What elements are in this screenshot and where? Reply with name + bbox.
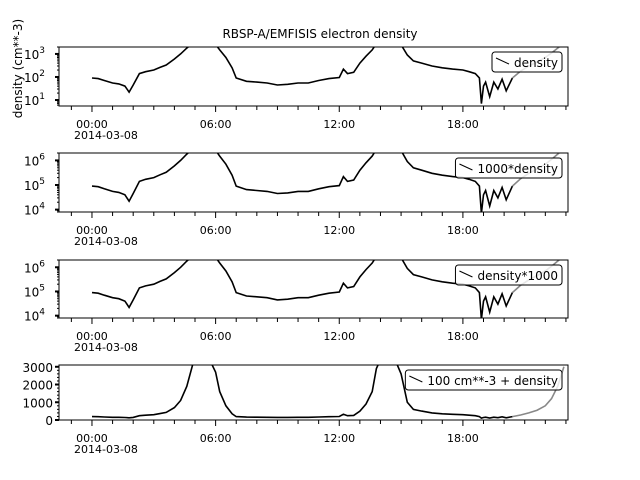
legend-label: density*1000 (477, 269, 558, 283)
panel-2: 00:00 06:00 12:00 18:00 2014-03-08 104 105 106 1… (24, 152, 569, 248)
x-tick-label: 00:00 (76, 432, 108, 445)
chart-title: RBSP-A/EMFISIS electron density (222, 27, 418, 41)
legend-line-sample (459, 270, 473, 278)
y-tick-label: 1000 (22, 396, 53, 410)
plot-frame (58, 152, 569, 213)
legend: density (491, 51, 563, 73)
y-tick-label: 2000 (22, 379, 53, 393)
x-tick-label: 00:00 (76, 330, 108, 343)
x-tick-label: 06:00 (200, 224, 232, 237)
legend-label: density (514, 56, 558, 70)
series-line (91, 47, 514, 104)
plot-frame (58, 364, 569, 421)
legend-line-sample (495, 57, 510, 65)
panel-4: 00:00 06:00 12:00 18:00 2014-03-08 0 1000 2000 3… (22, 361, 569, 456)
x-tick-label: 06:00 (200, 118, 232, 131)
x-tick-label: 00:00 (76, 118, 108, 131)
legend-box (454, 264, 563, 286)
x-tick-label: 18:00 (447, 118, 479, 131)
y-tick-label: 104 (24, 308, 45, 324)
x-tick-label: 18:00 (447, 432, 479, 445)
x-tick-label: 12:00 (323, 224, 355, 237)
plot-frame (58, 259, 569, 319)
x-date-label: 2014-03-08 (74, 443, 138, 456)
series-line (91, 260, 514, 318)
legend-box (454, 157, 563, 179)
y-tick-label: 3000 (22, 361, 53, 375)
x-tick-label: 06:00 (200, 432, 232, 445)
x-tick-label: 12:00 (323, 432, 355, 445)
x-tick-label: 06:00 (200, 330, 232, 343)
y-tick-label: 106 (24, 259, 45, 275)
x-date-label: 2014-03-08 (74, 235, 138, 248)
panel-1: 00:00 06:00 12:00 18:002014-03-08101102103d… (11, 19, 569, 142)
y-tick-label: 106 (24, 152, 45, 168)
x-date-label: 2014-03-08 (74, 129, 138, 142)
x-tick-label: 12:00 (323, 118, 355, 131)
legend-line-sample (409, 375, 423, 383)
legend-line-sample (459, 163, 473, 171)
legend-label: 100 cm**-3 + density (427, 374, 558, 388)
y-tick-label: 102 (24, 69, 45, 85)
x-tick-label: 12:00 (323, 330, 355, 343)
y-tick-label: 105 (24, 177, 45, 193)
panel-3: 00:00 06:00 12:00 18:00 2014-03-08 104 105 106 d… (24, 259, 569, 354)
legend-box (404, 369, 563, 391)
legend: 1000*density (454, 157, 563, 179)
x-tick-label: 00:00 (76, 224, 108, 237)
legend: density*1000 (454, 264, 563, 286)
x-tick-label: 18:00 (447, 224, 479, 237)
legend: 100 cm**-3 + density (404, 369, 563, 391)
y-tick-label: 105 (24, 283, 45, 299)
y-tick-label: 103 (24, 46, 45, 62)
y-axis-label: density (cm**-3) (11, 19, 25, 118)
x-tick-label: 18:00 (447, 330, 479, 343)
y-tick-label: 104 (24, 202, 45, 218)
legend-box (491, 51, 563, 73)
x-date-label: 2014-03-08 (74, 341, 138, 354)
series-line (91, 365, 513, 419)
y-tick-label: 101 (24, 92, 45, 108)
y-tick-label: 0 (45, 414, 53, 428)
legend-label: 1000*density (477, 162, 558, 176)
series-line (91, 153, 514, 212)
